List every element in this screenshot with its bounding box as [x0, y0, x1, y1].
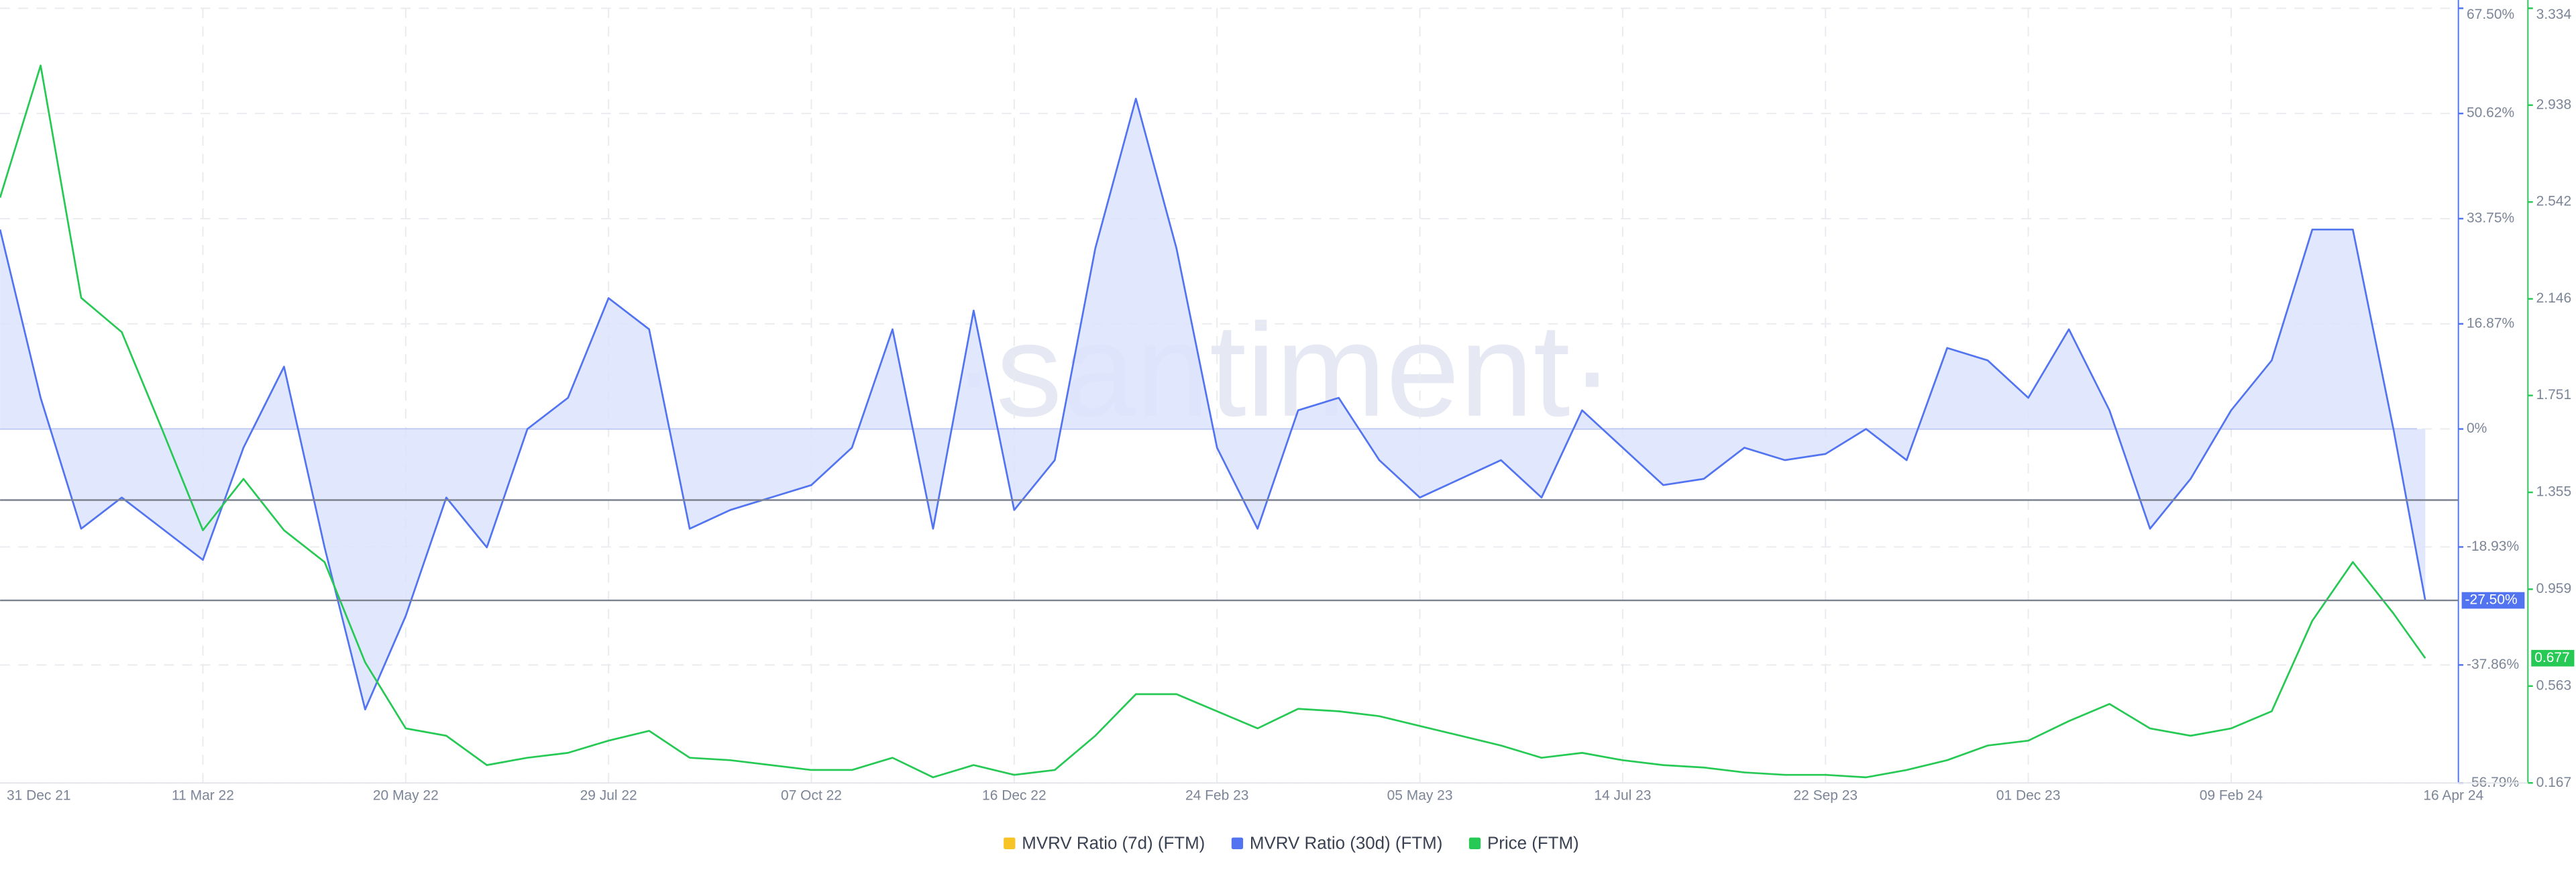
- y2-tick-label: 0.167: [2536, 775, 2571, 790]
- y2-tick-label: 1.751: [2536, 387, 2571, 402]
- x-tick-label: 05 May 23: [1387, 788, 1453, 804]
- value-badge: [2461, 592, 2525, 609]
- legend-label: MVRV Ratio (7d) (FTM): [1022, 834, 1205, 853]
- x-tick-label: 31 Dec 21: [7, 788, 71, 804]
- x-tick-label: 14 Jul 23: [1594, 788, 1651, 804]
- series-line: [0, 64, 2426, 779]
- x-tick-label: 22 Sep 23: [1793, 788, 1858, 804]
- badge-label: 0.677: [2534, 650, 2569, 665]
- x-tick-label: 09 Feb 24: [2200, 788, 2263, 804]
- x-tick-label: 01 Dec 23: [1996, 788, 2061, 804]
- badge-label: -27.50%: [2465, 592, 2518, 608]
- y-tick-label: 33.75%: [2467, 210, 2514, 225]
- legend-swatch: [1004, 837, 1016, 849]
- x-tick-label: 16 Apr 24: [2423, 788, 2483, 804]
- value-badge: [2531, 649, 2575, 667]
- watermark: ·santiment·: [952, 296, 1614, 444]
- y2-tick-label: 2.938: [2536, 97, 2571, 112]
- x-tick-label: 07 Oct 22: [781, 788, 842, 804]
- y-tick-label: 0%: [2467, 421, 2487, 436]
- y2-tick-label: 0.959: [2536, 581, 2571, 596]
- y2-tick-label: 3.334: [2536, 7, 2572, 22]
- legend: MVRV Ratio (7d) (FTM) MVRV Ratio (30d) (F…: [1004, 834, 1579, 853]
- legend-label: Price (FTM): [1487, 834, 1579, 853]
- x-tick-label: 24 Feb 23: [1185, 788, 1248, 804]
- y2-tick-label: 2.542: [2536, 194, 2571, 209]
- y-tick-label: -37.86%: [2467, 657, 2519, 672]
- legend-swatch: [1231, 837, 1244, 849]
- y2-tick-label: 0.563: [2536, 677, 2571, 693]
- x-tick-label: 20 May 22: [373, 788, 439, 804]
- y-tick-label: 67.50%: [2467, 7, 2514, 22]
- legend-swatch: [1468, 837, 1481, 849]
- x-tick-label: 29 Jul 22: [580, 788, 637, 804]
- y2-tick-label: 1.355: [2536, 484, 2571, 500]
- y2-tick-label: 2.146: [2536, 290, 2571, 306]
- area-fill: [0, 99, 2426, 710]
- series-line: [0, 97, 2426, 711]
- y-tick-label: 16.87%: [2467, 315, 2514, 331]
- y-tick-label: 50.62%: [2467, 105, 2514, 121]
- y-tick-label: -18.93%: [2467, 539, 2519, 554]
- x-tick-label: 16 Dec 22: [982, 788, 1046, 804]
- x-tick-label: 11 Mar 22: [172, 788, 234, 804]
- legend-label: MVRV Ratio (30d) (FTM): [1250, 834, 1442, 853]
